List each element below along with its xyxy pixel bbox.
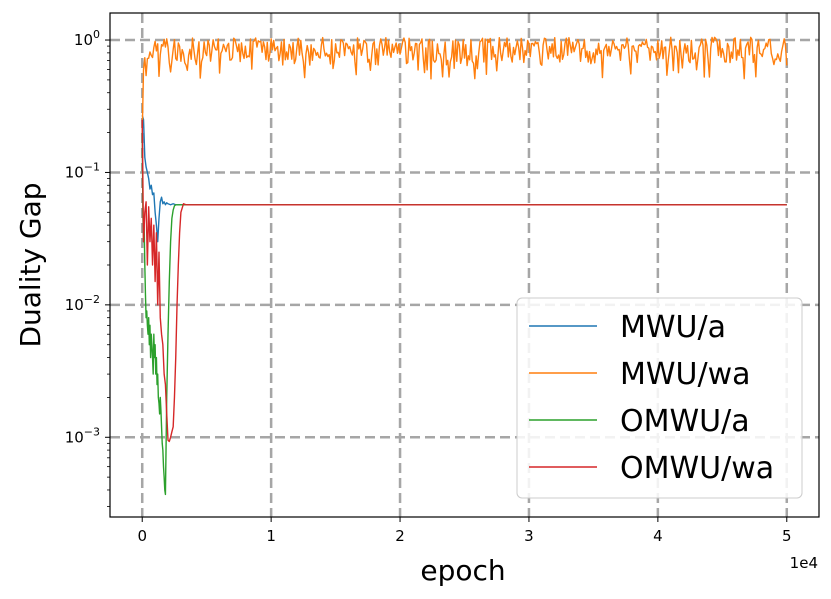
- legend-label: OMWU/wa: [620, 451, 774, 486]
- x-tick-label: 4: [653, 527, 663, 545]
- y-tick-label: 10−2: [65, 293, 100, 314]
- x-tick-label: 1: [266, 527, 276, 545]
- y-axis: 10−3 10−2 10−1 100: [65, 28, 110, 507]
- series-layer: [141, 36, 788, 496]
- x-tick-label: 3: [524, 527, 534, 545]
- legend-label: MWU/a: [620, 310, 726, 345]
- x-tick-label: 0: [137, 527, 147, 545]
- legend: MWU/a MWU/wa OMWU/a OMWU/wa: [516, 297, 803, 499]
- y-tick-label: 100: [74, 28, 100, 49]
- x-tick-label: 5: [782, 527, 792, 545]
- x-axis: 0 1 2 3 4 5: [137, 517, 792, 545]
- legend-label: OMWU/a: [620, 404, 750, 439]
- y-axis-title: Duality Gap: [14, 182, 47, 347]
- series-line-mwu-wa: [141, 36, 788, 133]
- series-line-omwu-a: [141, 132, 787, 496]
- x-axis-title: epoch: [420, 554, 505, 587]
- legend-label: MWU/wa: [620, 357, 751, 392]
- y-tick-label: 10−3: [65, 425, 100, 446]
- x-offset-label: 1e4: [790, 554, 818, 572]
- series-line-omwu-wa: [141, 119, 787, 443]
- x-tick-label: 2: [395, 527, 405, 545]
- y-tick-label: 10−1: [65, 160, 100, 181]
- legend-box: [516, 297, 803, 499]
